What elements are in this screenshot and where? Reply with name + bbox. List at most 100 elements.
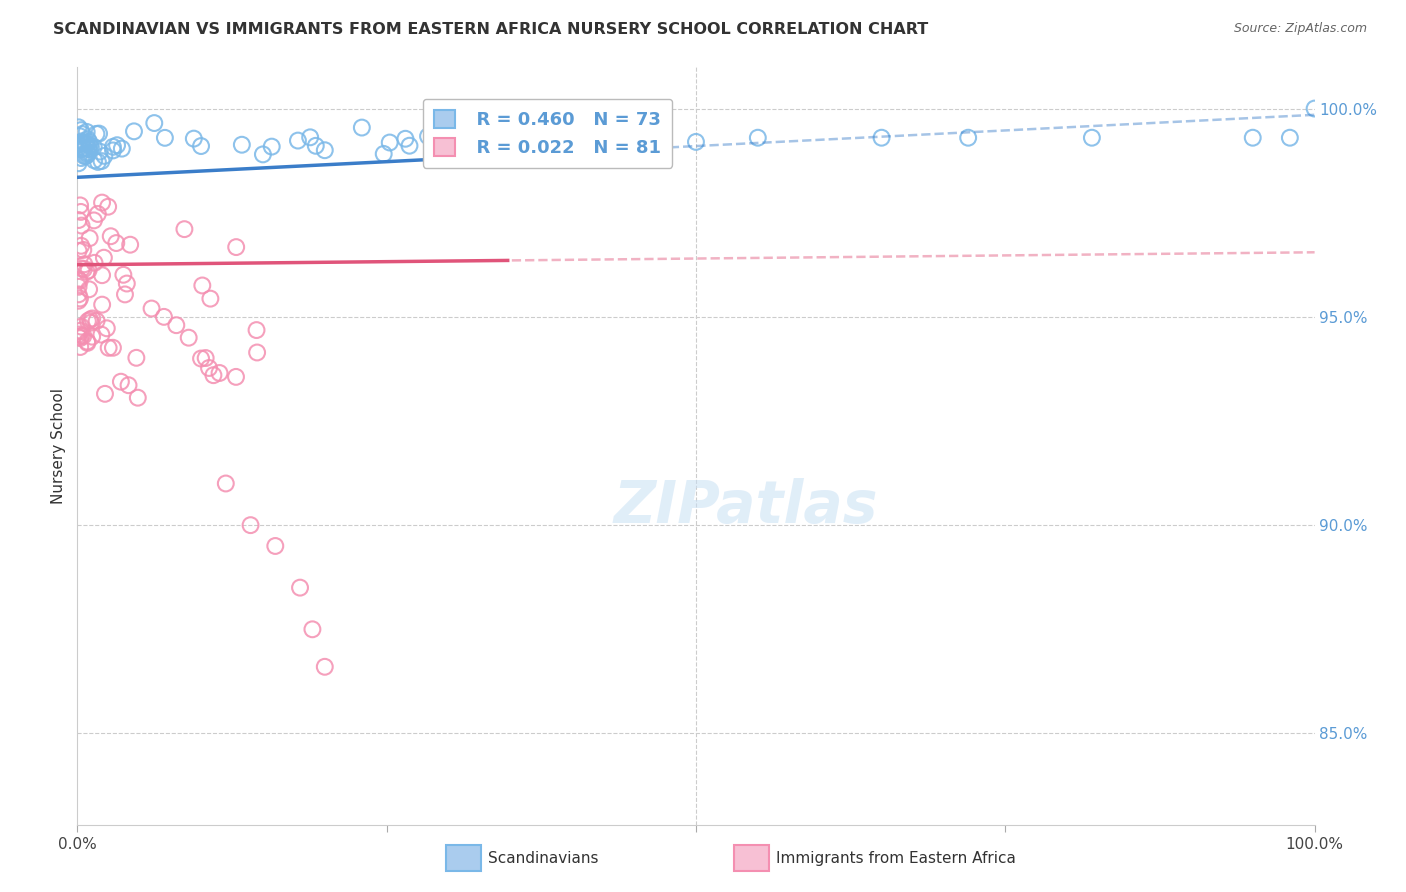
Point xyxy=(69,324,91,338)
Point xyxy=(76,145,98,160)
Point xyxy=(287,134,309,148)
Text: ZIPatlas: ZIPatlas xyxy=(613,478,877,535)
Point xyxy=(76,335,98,350)
Point xyxy=(69,274,91,288)
Point xyxy=(73,257,96,271)
Point xyxy=(69,198,91,212)
Point xyxy=(177,331,200,345)
Point xyxy=(87,155,110,169)
Point xyxy=(87,127,110,141)
Point xyxy=(153,131,176,145)
Point xyxy=(67,327,90,342)
Point xyxy=(83,153,105,168)
Point xyxy=(425,140,447,154)
Point xyxy=(82,329,104,343)
Point xyxy=(67,136,90,151)
Point xyxy=(82,311,104,326)
Point xyxy=(202,368,225,383)
Point xyxy=(430,123,453,137)
Point xyxy=(67,287,90,301)
Point xyxy=(398,138,420,153)
Point xyxy=(115,277,138,291)
Point xyxy=(288,581,311,595)
Text: Scandinavians: Scandinavians xyxy=(488,851,599,865)
Point xyxy=(67,244,90,258)
Point xyxy=(101,144,124,158)
Point xyxy=(69,142,91,156)
Point xyxy=(190,351,212,366)
Point xyxy=(1278,130,1301,145)
Point xyxy=(957,130,980,145)
Point xyxy=(299,130,322,145)
Point xyxy=(208,366,231,380)
Point xyxy=(73,149,96,163)
Point xyxy=(70,134,93,148)
Point xyxy=(260,139,283,153)
Point xyxy=(245,323,267,337)
Point xyxy=(105,235,128,250)
Point xyxy=(77,142,100,156)
Point xyxy=(198,361,221,376)
Point xyxy=(1241,130,1264,145)
Point xyxy=(72,329,94,343)
Point xyxy=(90,154,112,169)
Point xyxy=(69,205,91,219)
Point xyxy=(83,213,105,227)
Point xyxy=(73,262,96,277)
Point xyxy=(70,219,93,233)
Point xyxy=(77,142,100,156)
Point xyxy=(67,272,90,286)
Point xyxy=(67,293,90,308)
Point xyxy=(114,287,136,301)
Point xyxy=(87,207,110,221)
Point xyxy=(86,314,108,328)
Point xyxy=(72,243,94,257)
Point xyxy=(70,239,93,253)
Point xyxy=(94,387,117,401)
Point xyxy=(101,140,124,154)
Point xyxy=(70,328,93,343)
Point xyxy=(747,130,769,145)
Point xyxy=(93,149,115,163)
Text: Source: ZipAtlas.com: Source: ZipAtlas.com xyxy=(1233,22,1367,36)
Point xyxy=(350,120,373,135)
Point xyxy=(83,140,105,154)
Point xyxy=(86,127,108,141)
Point xyxy=(110,375,132,389)
Point xyxy=(190,139,212,153)
Point xyxy=(165,318,187,333)
Point xyxy=(70,151,93,165)
Point xyxy=(93,251,115,265)
Point xyxy=(97,200,120,214)
Point xyxy=(457,135,479,149)
Point xyxy=(79,138,101,153)
Point xyxy=(91,298,114,312)
Point xyxy=(80,140,103,154)
Point xyxy=(72,136,94,151)
Point xyxy=(111,142,134,156)
Point xyxy=(112,268,135,282)
Point xyxy=(305,138,328,153)
Point xyxy=(423,142,446,156)
Point xyxy=(77,135,100,149)
Point xyxy=(394,132,416,146)
Point xyxy=(76,125,98,139)
Point xyxy=(96,321,118,335)
Point xyxy=(70,261,93,276)
Point xyxy=(314,660,336,674)
Point xyxy=(373,147,395,161)
Point xyxy=(231,137,253,152)
Point xyxy=(77,314,100,328)
Point xyxy=(79,312,101,326)
Point xyxy=(67,279,90,293)
Point xyxy=(215,476,238,491)
Point xyxy=(77,263,100,277)
Point xyxy=(378,136,401,150)
Point xyxy=(117,378,139,392)
Point xyxy=(636,130,658,145)
Point xyxy=(76,334,98,349)
Point xyxy=(67,120,90,135)
Point xyxy=(100,229,122,244)
Point xyxy=(91,195,114,210)
Point xyxy=(73,142,96,156)
